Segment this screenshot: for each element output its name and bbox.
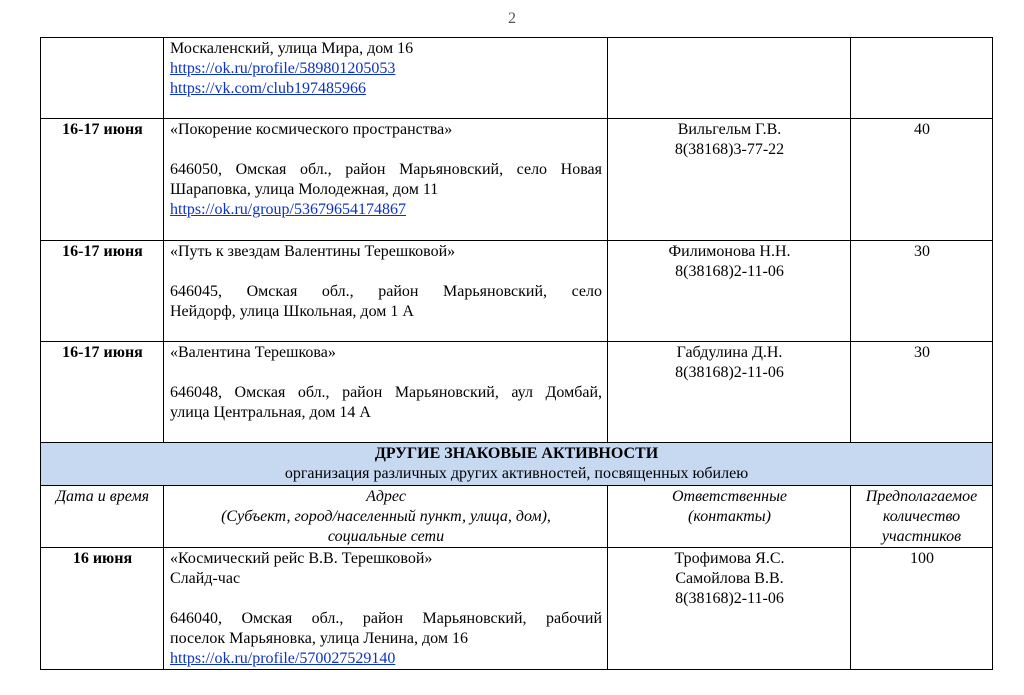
address-text: поселок Марьяновка, улица Ленина, дом 16 (170, 630, 468, 647)
header-contacts-line: Ответственные (671, 488, 787, 505)
count-cell: 30 (850, 341, 993, 443)
contact-name: Вильгельм Г.В. (677, 121, 782, 138)
date-cell: 16-17 июня (40, 240, 164, 342)
section-title: ДРУГИЕ ЗНАКОВЫЕ АКТИВНОСТИ (374, 445, 659, 462)
address-cell: «Покорение космического пространства» 64… (163, 118, 608, 241)
contacts-cell: Филимонова Н.Н. 8(38168)2-11-06 (607, 240, 851, 342)
event-format: Слайд-час (170, 570, 241, 587)
count-cell: 30 (850, 240, 993, 342)
header-address-line: (Субъект, город/населенный пункт, улица,… (221, 508, 551, 525)
social-link[interactable]: https://ok.ru/profile/589801205053 (170, 60, 396, 77)
address-text: 646045, Омская обл., район Марьяновский,… (170, 283, 602, 300)
social-link[interactable]: https://ok.ru/profile/570027529140 (170, 650, 396, 667)
address-cell: «Путь к звездам Валентины Терешковой» 64… (163, 240, 608, 342)
social-link[interactable]: https://ok.ru/group/53679654174867 (170, 201, 406, 218)
table-row: 16-17 июня «Путь к звездам Валентины Тер… (40, 240, 993, 342)
count-cell: 100 (850, 547, 993, 670)
header-address-line: Адрес (366, 488, 406, 505)
contact-name: Трофимова Я.С. (674, 550, 785, 567)
address-cell: «Валентина Терешкова» 646048, Омская обл… (163, 341, 608, 443)
address-text: 646048, Омская обл., район Марьяновский,… (170, 384, 602, 401)
contacts-cell: Вильгельм Г.В. 8(38168)3-77-22 (607, 118, 851, 241)
address-text: Нейдорф, улица Школьная, дом 1 А (170, 303, 414, 320)
header-contacts: Ответственные (контакты) (607, 485, 851, 548)
event-title: «Валентина Терешкова» (170, 344, 336, 361)
address-text: 646040, Омская обл., район Марьяновский,… (170, 610, 602, 627)
date-cell: 16-17 июня (40, 341, 164, 443)
section-header: ДРУГИЕ ЗНАКОВЫЕ АКТИВНОСТИ организация р… (40, 442, 993, 486)
contacts-cell (607, 37, 851, 119)
date-cell: 16 июня (40, 547, 164, 670)
contact-phone: 8(38168)2-11-06 (675, 263, 784, 280)
address-cell: «Космический рейс В.В. Терешковой» Слайд… (163, 547, 608, 670)
events-table: Москаленский, улица Мира, дом 16 https:/… (40, 37, 993, 670)
address-cell: Москаленский, улица Мира, дом 16 https:/… (163, 37, 608, 119)
contact-name: Самойлова В.В. (675, 570, 784, 587)
header-count: Предполагаемое количество участников (850, 485, 993, 548)
header-address: Адрес (Субъект, город/населенный пункт, … (163, 485, 608, 548)
date-cell: 16-17 июня (40, 118, 164, 241)
contact-phone: 8(38168)3-77-22 (674, 141, 785, 158)
section-subtitle: организация различных других активностей… (284, 465, 749, 482)
contact-phone: 8(38168)2-11-06 (675, 590, 784, 607)
header-date: Дата и время (40, 485, 164, 548)
page-number: 2 (508, 10, 516, 27)
contact-phone: 8(38168)2-11-06 (675, 364, 784, 381)
address-text: Москаленский, улица Мира, дом 16 (170, 40, 414, 57)
table-row: 16-17 июня «Покорение космического прост… (40, 118, 993, 241)
table-row: 16 июня «Космический рейс В.В. Терешково… (40, 547, 993, 670)
contact-name: Филимонова Н.Н. (668, 243, 791, 260)
event-title: «Путь к звездам Валентины Терешковой» (170, 243, 456, 260)
table-row: 16-17 июня «Валентина Терешкова» 646048,… (40, 341, 993, 443)
header-count-line: Предполагаемое (865, 488, 978, 505)
date-cell (40, 37, 164, 119)
header-count-line: участников (881, 528, 962, 545)
event-title: «Космический рейс В.В. Терешковой» (170, 550, 433, 567)
header-count-line: количество (882, 508, 961, 525)
address-text: Шараповка, улица Молодежная, дом 11 (170, 181, 439, 198)
header-address-line: социальные сети (327, 528, 445, 545)
count-cell: 40 (850, 118, 993, 241)
table-row: Москаленский, улица Мира, дом 16 https:/… (40, 37, 993, 119)
section-band: ДРУГИЕ ЗНАКОВЫЕ АКТИВНОСТИ организация р… (40, 442, 993, 486)
column-header-row: Дата и время Адрес (Субъект, город/насел… (40, 485, 993, 548)
address-text: 646050, Омская обл., район Марьяновский,… (170, 161, 602, 178)
count-cell (850, 37, 993, 119)
header-contacts-line: (контакты) (688, 508, 771, 525)
address-text: улица Центральная, дом 14 А (170, 404, 371, 421)
contacts-cell: Габдулина Д.Н. 8(38168)2-11-06 (607, 341, 851, 443)
contact-name: Габдулина Д.Н. (676, 344, 783, 361)
event-title: «Покорение космического пространства» (170, 121, 453, 138)
contacts-cell: Трофимова Я.С. Самойлова В.В. 8(38168)2-… (607, 547, 851, 670)
social-link[interactable]: https://vk.com/club197485966 (170, 80, 366, 97)
